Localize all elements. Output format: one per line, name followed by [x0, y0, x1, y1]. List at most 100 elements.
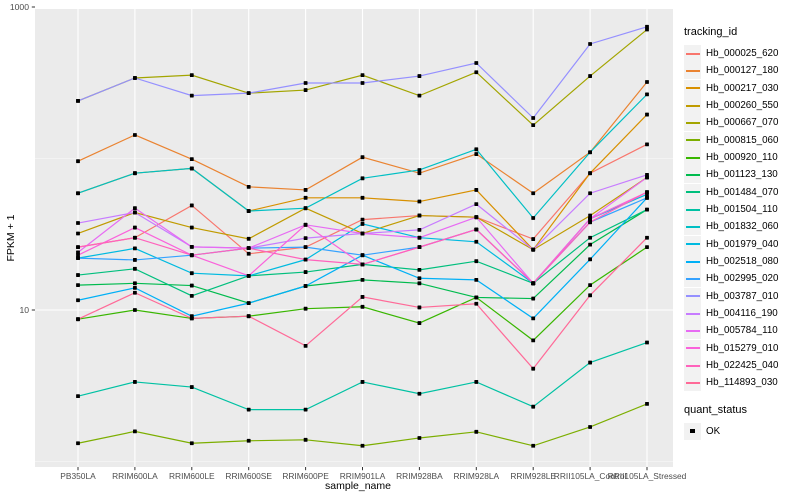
legend-item-label: Hb_004116_190	[706, 308, 778, 320]
series-color-swatch	[685, 312, 700, 315]
data-point	[588, 42, 592, 46]
data-point	[531, 123, 536, 128]
legend-item-label: Hb_114893_030	[706, 377, 778, 389]
legend-title-tracking-id: tracking_id	[684, 26, 738, 38]
data-point	[76, 253, 80, 258]
y-tick-label: 1000	[10, 2, 29, 12]
data-point	[645, 24, 649, 29]
x-tick-label: PB350LA	[60, 471, 96, 481]
data-point	[645, 175, 649, 180]
legend: tracking_id Hb_000025_620 Hb_000127_180 Hb…	[684, 26, 800, 440]
data-point	[133, 235, 137, 240]
x-tick-label: RRIM928BA	[396, 471, 443, 481]
data-point	[588, 360, 592, 365]
legend-item-Hb_000667_070: Hb_000667_070	[684, 114, 800, 132]
data-point	[189, 271, 194, 276]
legend-item-Hb_001504_110: Hb_001504_110	[684, 201, 800, 219]
data-point	[474, 301, 479, 306]
data-point	[360, 222, 365, 226]
data-point	[189, 93, 194, 98]
legend-item-Hb_001832_060: Hb_001832_060	[684, 218, 800, 236]
legend-key-line-icon	[684, 149, 701, 167]
legend-item-Hb_001979_040: Hb_001979_040	[684, 235, 800, 253]
legend-item-label: Hb_001484_070	[706, 186, 779, 198]
data-point	[474, 227, 479, 232]
data-point	[531, 404, 536, 409]
data-point	[76, 441, 80, 446]
data-point	[417, 235, 422, 240]
data-point	[474, 202, 479, 207]
legend-title-quant-status: quant_status	[684, 403, 747, 416]
data-point	[417, 171, 422, 176]
data-point	[76, 191, 80, 196]
data-point	[360, 278, 365, 282]
x-tick-label: RRII105LA_Control	[554, 471, 627, 481]
data-point	[588, 213, 592, 218]
series-color-swatch	[685, 364, 700, 367]
series-color-swatch	[685, 121, 700, 124]
data-point	[246, 184, 251, 189]
data-point	[246, 301, 251, 306]
data-point	[531, 247, 536, 252]
data-point	[417, 199, 422, 204]
data-point	[246, 251, 251, 256]
data-point	[303, 245, 308, 250]
data-point	[645, 112, 649, 117]
data-point	[474, 259, 479, 264]
legend-item-label: Hb_003787_010	[706, 290, 779, 302]
x-tick-label: RRIM600LA	[112, 471, 158, 481]
data-point	[645, 235, 649, 240]
legend-key-line-icon	[684, 62, 701, 80]
data-point	[531, 366, 536, 371]
data-point	[645, 207, 649, 212]
legend-key-line-icon	[684, 97, 701, 115]
series-color-swatch	[685, 104, 700, 107]
data-point	[417, 321, 422, 325]
data-point	[360, 304, 365, 309]
legend-key-line-icon	[684, 218, 701, 236]
x-tick-label: RRIM928LA	[453, 471, 499, 481]
data-point	[588, 191, 592, 196]
data-point	[189, 293, 194, 298]
data-point	[303, 343, 308, 348]
legend-item-label: Hb_000127_180	[706, 65, 779, 77]
data-point	[133, 76, 137, 80]
data-point	[133, 133, 137, 137]
data-point	[474, 70, 479, 75]
data-point	[474, 380, 479, 384]
data-point	[133, 258, 137, 262]
series-color-swatch	[685, 243, 700, 246]
legend-key-line-icon	[684, 201, 701, 219]
data-point	[133, 206, 137, 211]
legend-key-line-icon	[684, 374, 701, 392]
data-point	[360, 253, 365, 258]
series-color-swatch	[685, 208, 700, 211]
series-color-swatch	[685, 260, 700, 263]
legend-item-ok: OK	[684, 422, 800, 440]
data-point	[417, 276, 422, 281]
data-point	[246, 273, 251, 278]
legend-item-Hb_000815_060: Hb_000815_060	[684, 131, 800, 149]
data-point	[360, 73, 365, 78]
data-point	[246, 209, 251, 213]
legend-item-label: Hb_002995_020	[706, 273, 779, 285]
data-point	[133, 429, 137, 434]
legend-item-label: Hb_000920_110	[706, 152, 778, 164]
data-point	[246, 91, 251, 96]
data-point	[246, 438, 251, 443]
data-point	[417, 227, 422, 232]
data-point	[417, 168, 422, 172]
data-point	[531, 116, 536, 120]
data-point	[645, 195, 649, 200]
legend-item-label: Hb_000815_060	[706, 134, 779, 146]
legend-item-Hb_002995_020: Hb_002995_020	[684, 270, 800, 288]
data-point	[588, 283, 592, 288]
data-point	[588, 171, 592, 176]
series-color-swatch	[685, 69, 700, 72]
data-point	[417, 74, 422, 78]
data-point	[76, 231, 80, 236]
legend-item-Hb_022425_040: Hb_022425_040	[684, 357, 800, 375]
data-point	[76, 245, 80, 250]
legend-item-Hb_114893_030: Hb_114893_030	[684, 374, 800, 392]
data-point	[76, 273, 80, 277]
